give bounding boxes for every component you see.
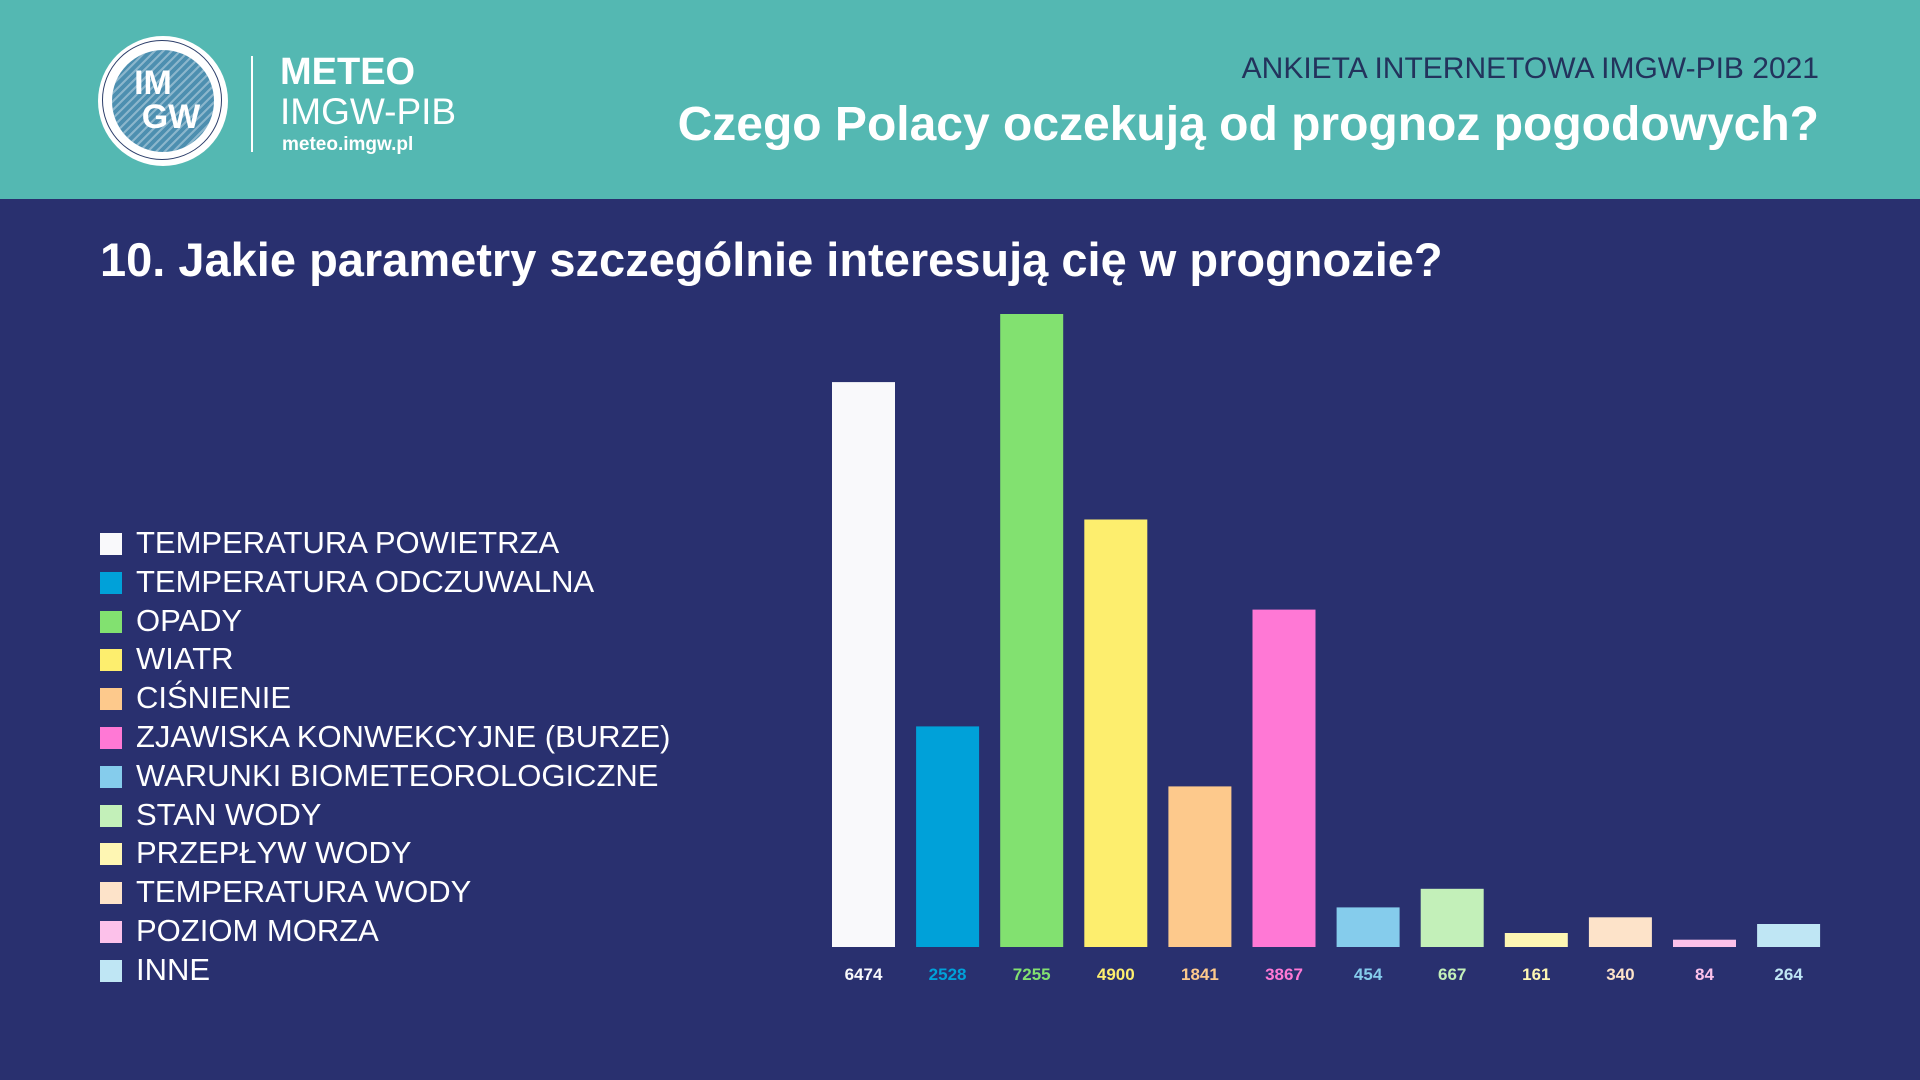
main-title: Czego Polacy oczekują od prognoz pogodow… — [677, 98, 1819, 151]
legend-label: CIŚNIENIE — [136, 680, 292, 716]
bar — [832, 382, 895, 948]
brand-org: IMGW-PIB — [280, 91, 457, 132]
bar-value-label: 3867 — [1265, 965, 1303, 984]
legend-swatch — [100, 804, 122, 827]
legend-item: STAN WODY — [100, 796, 720, 835]
bar — [1084, 519, 1148, 947]
chart-legend: TEMPERATURA POWIETRZA TEMPERATURA ODCZUWA… — [100, 524, 720, 990]
legend-label: TEMPERATURA ODCZUWALNA — [136, 563, 595, 599]
bar-value-label: 340 — [1606, 965, 1634, 984]
legend-item: INNE — [100, 951, 720, 990]
legend-label: WIATR — [136, 641, 234, 677]
logo-stripes — [112, 50, 214, 152]
legend-item: TEMPERATURA WODY — [100, 873, 720, 912]
legend-swatch — [100, 920, 122, 943]
brand-url: meteo.imgw.pl — [282, 134, 414, 155]
bar — [1757, 924, 1821, 947]
legend-item: CIŚNIENIE — [100, 679, 720, 718]
bar-value-label: 1841 — [1181, 965, 1219, 984]
brand-name: METEO — [280, 51, 416, 93]
legend-item: OPADY — [100, 602, 720, 641]
legend-swatch — [100, 688, 122, 711]
bar-value-label: 84 — [1695, 965, 1714, 984]
survey-label: ANKIETA INTERNETOWA IMGW-PIB 2021 — [1241, 52, 1819, 85]
imgw-logo: IM GW — [98, 36, 228, 166]
logo-text-bottom: GW — [141, 98, 201, 136]
bar — [1336, 907, 1400, 947]
logo-emblem: IM GW — [112, 50, 214, 152]
legend-label: ZJAWISKA KONWEKCYJNE (BURZE) — [136, 718, 671, 754]
bar — [1588, 917, 1652, 947]
legend-swatch — [100, 533, 122, 555]
chart-title: 10. Jakie parametry szczególnie interesu… — [100, 233, 1443, 286]
legend-item: WIATR — [100, 640, 720, 679]
bar — [1168, 786, 1232, 947]
bar-value-label: 4900 — [1097, 965, 1135, 984]
bar-value-label: 667 — [1438, 965, 1466, 984]
legend-label: STAN WODY — [136, 796, 322, 832]
header-banner: IM GW METEO IMGW-PIB meteo.imgw.pl ANKIE… — [0, 0, 1920, 199]
bar — [1673, 939, 1736, 947]
legend-swatch — [100, 959, 122, 982]
bar — [1000, 314, 1064, 947]
legend-label: WARUNKI BIOMETEOROLOGICZNE — [136, 757, 659, 793]
logo-ring — [102, 40, 222, 160]
bar-value-label: 6474 — [845, 965, 883, 984]
bar — [1252, 609, 1316, 947]
bar-value-label: 161 — [1522, 965, 1550, 984]
legend-swatch — [100, 726, 122, 749]
legend-label: POZIOM MORZA — [136, 912, 379, 948]
bar-value-label: 2528 — [929, 965, 967, 984]
header-divider — [251, 56, 253, 152]
bar-value-label: 7255 — [1013, 965, 1051, 984]
legend-item: PRZEPŁYW WODY — [100, 834, 720, 873]
legend-label: TEMPERATURA WODY — [136, 874, 472, 910]
legend-swatch — [100, 765, 122, 788]
bar-value-label: 454 — [1354, 965, 1383, 984]
legend-item: TEMPERATURA POWIETRZA — [100, 524, 720, 563]
legend-swatch — [100, 571, 122, 594]
legend-label: OPADY — [136, 602, 243, 638]
legend-item: TEMPERATURA ODCZUWALNA — [100, 563, 720, 602]
legend-label: INNE — [136, 951, 211, 987]
legend-swatch — [100, 843, 122, 866]
legend-label: PRZEPŁYW WODY — [136, 835, 412, 871]
bar — [1420, 888, 1484, 947]
legend-label: TEMPERATURA POWIETRZA — [136, 525, 560, 560]
legend-item: WARUNKI BIOMETEOROLOGICZNE — [100, 757, 720, 796]
logo-text-top: IM — [134, 64, 172, 102]
legend-swatch — [100, 649, 122, 672]
bar-value-label: 264 — [1774, 965, 1803, 984]
legend-swatch — [100, 882, 122, 905]
bar — [1504, 933, 1568, 947]
bar — [916, 726, 980, 947]
legend-item: ZJAWISKA KONWEKCYJNE (BURZE) — [100, 718, 720, 757]
legend-item: POZIOM MORZA — [100, 912, 720, 951]
legend-swatch — [100, 610, 122, 633]
